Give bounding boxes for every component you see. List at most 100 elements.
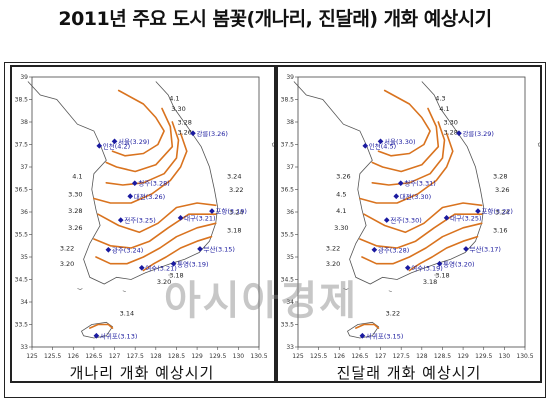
- korea-coastline: [27, 81, 219, 285]
- city-label: 전주(3.30): [390, 216, 422, 225]
- city-label: 인천(4.5): [369, 141, 396, 150]
- isoline: [111, 89, 165, 157]
- y-tick-label: 38.5: [281, 97, 295, 104]
- x-tick-label: 126.5: [351, 353, 368, 360]
- isoline: [377, 89, 431, 157]
- city-marker: [177, 215, 184, 221]
- city-marker: [436, 260, 443, 267]
- isoline-value-label: 3.24: [227, 172, 241, 180]
- city-label: 대전(3.26): [134, 192, 166, 201]
- isoline-value-label: 3.18: [227, 226, 241, 234]
- y-tick-label: 39: [286, 74, 294, 81]
- isoline-value-label: 4.1: [336, 207, 346, 215]
- city-label: 부산(3.17): [469, 244, 501, 253]
- isoline-value-label: 3.18: [169, 271, 183, 279]
- city-label: 통영(3.19): [177, 259, 209, 268]
- isoline-value-label: 4.1: [439, 105, 449, 113]
- city-marker: [96, 143, 103, 149]
- isoline-value-label: 3.26: [68, 224, 82, 232]
- city-marker: [397, 180, 404, 187]
- x-tick-label: 130.5: [250, 353, 267, 360]
- city-label: 대전(3.30): [400, 192, 432, 201]
- x-tick-label: 127.5: [127, 353, 144, 360]
- isoline: [105, 121, 180, 186]
- city-label: 서귀포(3.15): [366, 331, 404, 340]
- y-tick-label: 33: [286, 344, 294, 351]
- city-marker: [475, 208, 481, 214]
- y-tick-label: 36.5: [281, 187, 295, 194]
- city-label: 청주(3.31): [404, 180, 436, 188]
- isoline-value-label: 3.24: [495, 208, 509, 216]
- y-tick-label: 33: [20, 344, 28, 351]
- y-tick-label: 35.5: [15, 232, 29, 239]
- x-tick-label: 128: [416, 353, 428, 360]
- y-tick-label: 35: [20, 254, 28, 261]
- city-marker: [111, 138, 118, 145]
- isoline: [359, 132, 454, 204]
- isoline: [89, 323, 114, 329]
- isoline-value-label: 3.24: [229, 208, 243, 216]
- isoline-value-label: 3.26: [336, 172, 350, 180]
- isoline-value-label: 3.30: [334, 224, 348, 232]
- y-tick-label: 37.5: [15, 142, 29, 149]
- azalea-map-caption: 진달래 개화 예상시기: [336, 364, 482, 382]
- city-label: 광주(3.24): [112, 246, 144, 254]
- x-tick-label: 125: [292, 353, 304, 360]
- y-tick-label: 38.5: [15, 97, 29, 104]
- city-label: 포항(3.22): [481, 207, 513, 216]
- x-tick-label: 130.5: [516, 353, 533, 360]
- x-tick-label: 129: [457, 353, 469, 360]
- city-label: 부산(3.15): [203, 244, 235, 253]
- isoline-value-label: 3.30: [68, 190, 82, 198]
- x-tick-label: 125.5: [310, 353, 327, 360]
- isoline-value-label: 3.22: [60, 244, 74, 252]
- isoline-value-label: 4.1: [72, 172, 82, 180]
- y-tick-label: 37.5: [281, 142, 295, 149]
- isoline-value-label: 3.28: [177, 118, 191, 126]
- figure-frame: [4, 62, 546, 398]
- city-label: 포항(3.19): [215, 207, 247, 216]
- isoline-value-label: 3.28: [493, 172, 507, 180]
- city-label: 서귀포(3.13): [100, 331, 138, 340]
- isoline-value-label: 3.26: [495, 186, 509, 194]
- map-svg: 125 125.5 126 126.5 127 127.5 128 128.5 129 129.5…: [281, 74, 540, 360]
- city-label: 인천(4.2): [103, 141, 130, 150]
- city-label: 여수(3.21): [145, 263, 177, 272]
- y-tick-label: 34.5: [15, 277, 29, 284]
- isoline-value-label: 3.18: [423, 278, 437, 286]
- map-plot-area: [31, 76, 260, 348]
- x-tick-label: 130: [499, 353, 511, 360]
- city-marker: [209, 208, 215, 214]
- isoline: [359, 213, 483, 249]
- city-label: 강릉(3.26): [196, 129, 228, 138]
- southern-islands-outline: [77, 274, 172, 293]
- y-tick-label: 38: [20, 119, 28, 126]
- x-tick-label: 129.5: [209, 353, 226, 360]
- isoline-value-label: 3.22: [229, 186, 243, 194]
- city-marker: [359, 332, 366, 339]
- city-marker: [93, 332, 100, 339]
- city-marker: [362, 143, 369, 149]
- x-tick-label: 127.5: [393, 353, 410, 360]
- isoline-value-label: 3.22: [326, 244, 340, 252]
- city-label: 서울(3.29): [118, 137, 150, 146]
- x-tick-label: 125.5: [44, 353, 61, 360]
- isoline: [371, 107, 440, 173]
- x-tick-label: 129.5: [475, 353, 492, 360]
- y-tick-label: 34: [20, 299, 28, 306]
- x-tick-label: 128: [150, 353, 162, 360]
- x-tick-label: 128.5: [434, 353, 451, 360]
- isoline-value-label: 3.20: [60, 260, 74, 268]
- city-label: 서울(3.30): [384, 137, 416, 146]
- y-tick-label: 33.5: [281, 322, 295, 329]
- city-marker: [443, 215, 450, 221]
- isoline-value-label: 3.22: [386, 310, 400, 318]
- isoline-value-label: 4.3: [435, 94, 445, 102]
- y-tick-label: 36.5: [15, 187, 29, 194]
- isoline-value-label: 3.26: [177, 129, 191, 137]
- forsythia-map-caption: 개나리 개화 예상시기: [69, 364, 215, 382]
- isoline: [93, 132, 188, 204]
- y-tick-label: 35: [286, 254, 294, 261]
- city-label: 광주(3.28): [378, 246, 410, 254]
- isoline-value-label: 3.30: [171, 105, 185, 113]
